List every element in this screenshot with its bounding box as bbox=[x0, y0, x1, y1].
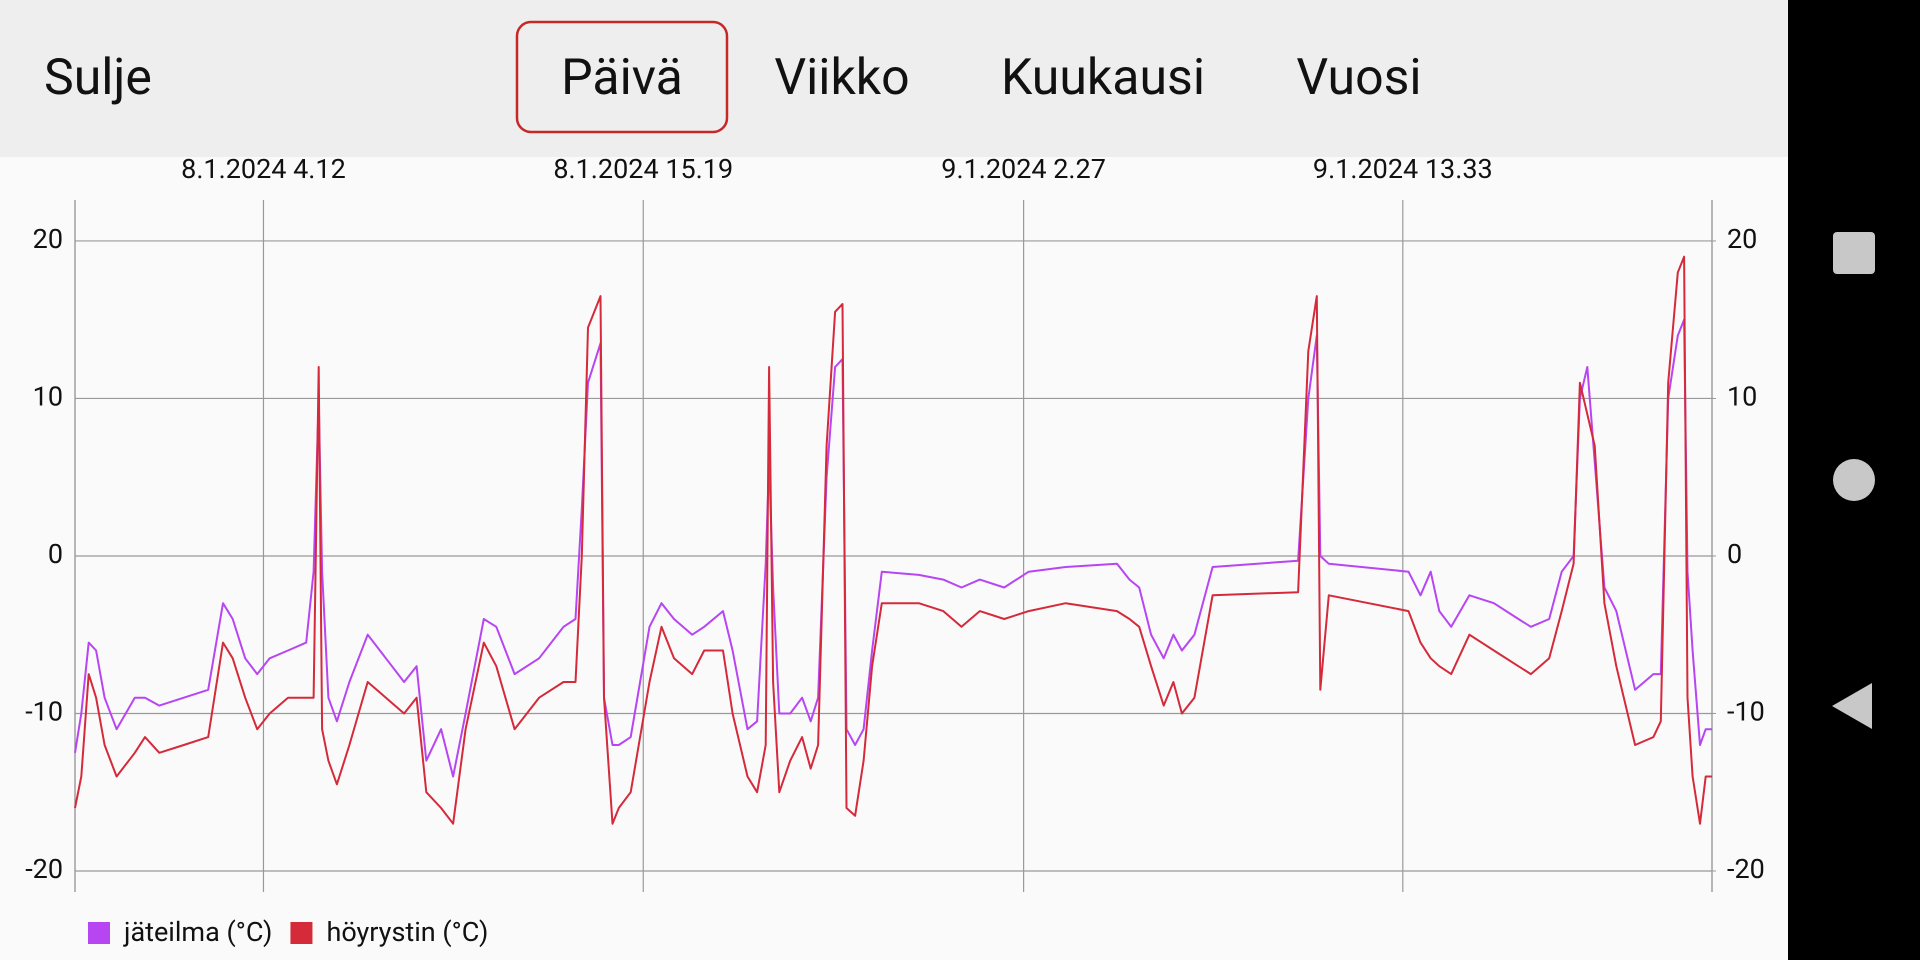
recents-button[interactable] bbox=[1833, 232, 1875, 274]
legend-swatch bbox=[88, 922, 110, 944]
selected-tab-frame bbox=[515, 20, 729, 134]
y-tick-label: 0 bbox=[48, 538, 63, 570]
tab[interactable]: Kuukausi bbox=[1001, 49, 1205, 107]
x-tick-label: 8.1.2024 4.12 bbox=[181, 153, 346, 185]
tab[interactable]: Vuosi bbox=[1296, 49, 1421, 107]
y-tick-label: 10 bbox=[33, 381, 63, 413]
y2-tick-label: -20 bbox=[1727, 853, 1765, 885]
y2-tick-label: 10 bbox=[1727, 381, 1757, 413]
y2-tick-label: 20 bbox=[1727, 223, 1757, 255]
tab[interactable]: Päivä bbox=[561, 49, 683, 107]
legend-label: jäteilma (°C) bbox=[123, 916, 272, 948]
y2-tick-label: -10 bbox=[1727, 696, 1765, 728]
back-button[interactable] bbox=[1832, 683, 1872, 729]
series-line bbox=[74, 255, 1712, 825]
plot-area bbox=[75, 200, 1712, 882]
legend-label: höyrystin (°C) bbox=[326, 916, 488, 948]
x-tick-label: 9.1.2024 13.33 bbox=[1313, 153, 1493, 185]
legend-swatch bbox=[290, 922, 313, 944]
y2-tick-label: 0 bbox=[1727, 538, 1742, 570]
tab[interactable]: Viikko bbox=[774, 49, 909, 107]
x-tick-label: 9.1.2024 2.27 bbox=[941, 153, 1106, 185]
y-tick-label: -20 bbox=[25, 853, 63, 885]
y-tick-label: -10 bbox=[25, 696, 63, 728]
toolbar bbox=[0, 0, 1788, 157]
close-button[interactable]: Sulje bbox=[44, 49, 152, 107]
x-tick-label: 8.1.2024 15.19 bbox=[553, 153, 733, 185]
y-tick-label: 20 bbox=[33, 223, 63, 255]
home-button[interactable] bbox=[1833, 459, 1875, 501]
